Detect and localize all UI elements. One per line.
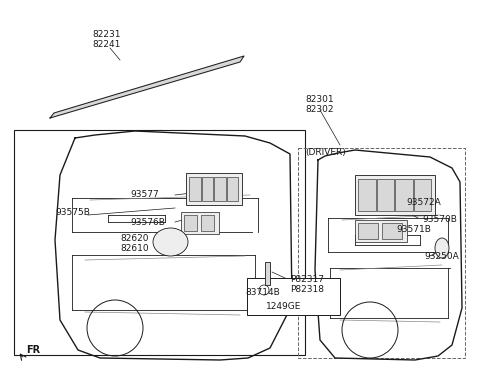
Bar bbox=[186, 173, 242, 205]
Bar bbox=[189, 177, 201, 201]
Text: 93250A: 93250A bbox=[424, 252, 459, 261]
Text: P82317
P82318: P82317 P82318 bbox=[290, 275, 324, 294]
Ellipse shape bbox=[435, 238, 449, 258]
Bar bbox=[247, 278, 340, 315]
Ellipse shape bbox=[153, 228, 188, 256]
Text: 83714B: 83714B bbox=[245, 288, 280, 297]
Bar bbox=[298, 148, 465, 358]
Text: 82301
82302: 82301 82302 bbox=[305, 95, 334, 114]
Bar bbox=[227, 177, 238, 201]
Bar bbox=[376, 179, 394, 211]
Bar bbox=[214, 177, 226, 201]
Bar bbox=[181, 212, 219, 234]
Bar bbox=[358, 223, 378, 239]
Bar bbox=[413, 179, 431, 211]
Bar bbox=[265, 262, 270, 285]
Text: 93575B: 93575B bbox=[55, 208, 90, 217]
Text: 93572A: 93572A bbox=[406, 198, 441, 207]
Bar bbox=[395, 179, 412, 211]
Bar bbox=[201, 215, 214, 231]
Bar bbox=[355, 175, 435, 215]
Text: FR: FR bbox=[26, 345, 40, 355]
Bar bbox=[382, 223, 402, 239]
Text: 93570B: 93570B bbox=[422, 215, 457, 224]
Text: 93577: 93577 bbox=[130, 190, 159, 199]
Bar bbox=[355, 220, 407, 242]
Text: 82231
82241: 82231 82241 bbox=[92, 30, 120, 50]
Bar bbox=[14, 130, 305, 355]
Text: 93571B: 93571B bbox=[396, 225, 431, 234]
Text: 82620
82610: 82620 82610 bbox=[120, 234, 149, 254]
Bar bbox=[184, 215, 197, 231]
Text: 93576B: 93576B bbox=[130, 218, 165, 227]
Polygon shape bbox=[50, 56, 244, 118]
Text: (DRIVER): (DRIVER) bbox=[305, 148, 346, 157]
Bar bbox=[358, 179, 375, 211]
Bar bbox=[202, 177, 213, 201]
Text: 1249GE: 1249GE bbox=[266, 302, 301, 311]
